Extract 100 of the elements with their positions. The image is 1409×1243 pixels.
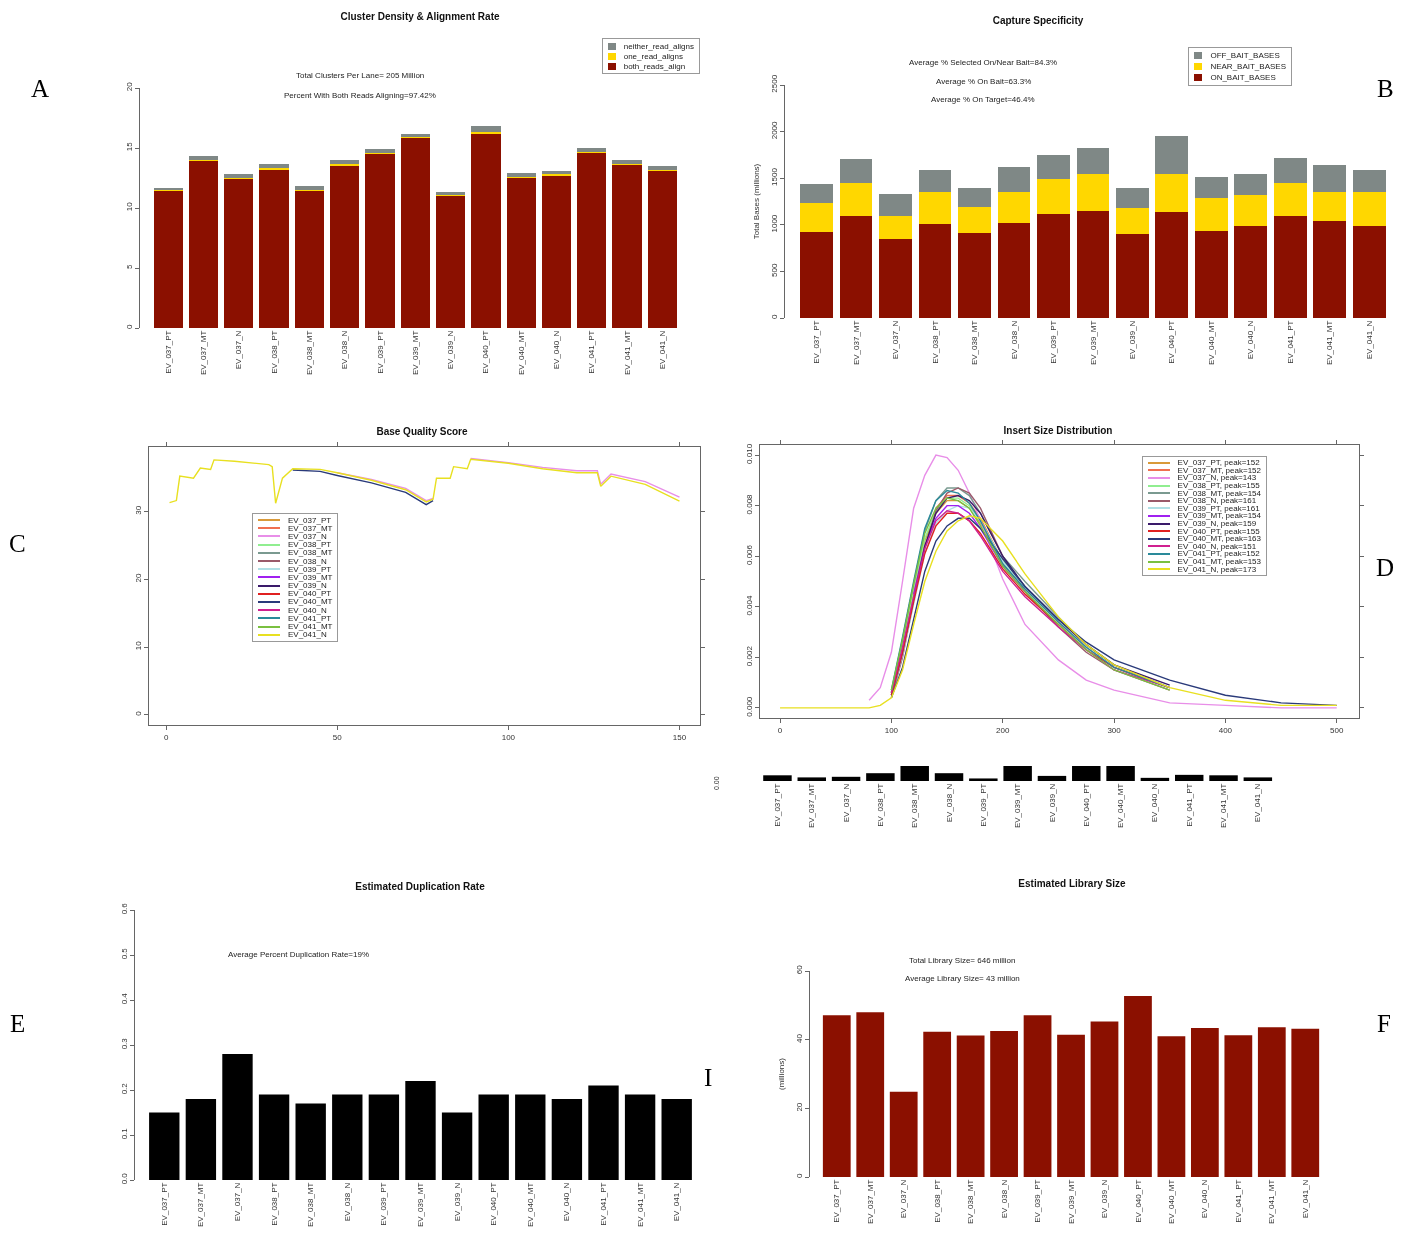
x-tick-label: EV_037_MT bbox=[199, 330, 209, 376]
x-tick-label: EV_041_PT bbox=[1233, 1179, 1243, 1223]
legend-label: neither_read_aligns bbox=[623, 41, 694, 51]
x-tick-label: EV_038_MT bbox=[970, 320, 980, 366]
y-tick-label: 60 bbox=[794, 964, 804, 975]
chart-title: Capture Specificity bbox=[992, 14, 1084, 26]
legend-label: EV_041_MT, peak=153 bbox=[1177, 557, 1261, 567]
chart-title: Insert Size Distribution bbox=[1003, 424, 1113, 436]
chart-title: Estimated Library Size bbox=[1018, 877, 1127, 889]
x-tick-label: 500 bbox=[1330, 725, 1344, 735]
x-tick-label: EV_038_MT bbox=[966, 1179, 976, 1225]
y-tick-label: 10 bbox=[124, 201, 134, 212]
legend-label: ON_BAIT_BASES bbox=[1210, 73, 1276, 82]
y-tick-label: 0.002 bbox=[744, 645, 754, 667]
y-tick-label: 40 bbox=[794, 1033, 804, 1043]
text: Total Clusters Per Lane= 205 Million bbox=[296, 71, 425, 80]
x-tick-label: EV_040_N bbox=[1246, 320, 1256, 360]
x-tick-label: EV_039_PT bbox=[1049, 320, 1059, 364]
x-tick-label: EV_040_PT bbox=[1081, 783, 1091, 827]
x-tick-label: EV_040_PT bbox=[1167, 320, 1177, 364]
x-tick-label: EV_041_MT bbox=[1267, 1179, 1277, 1225]
x-tick-label: EV_037_MT bbox=[807, 783, 817, 829]
legend-label: EV_037_MT bbox=[288, 523, 333, 533]
x-tick-label: EV_039_MT bbox=[410, 330, 420, 376]
x-tick-label: EV_038_PT bbox=[269, 330, 279, 374]
y-tick-label: 0.008 bbox=[744, 493, 754, 515]
x-tick-label: EV_038_PT bbox=[875, 783, 885, 827]
x-tick-label: EV_038_N bbox=[944, 783, 954, 823]
y-axis-title: Total Bases (millions) bbox=[752, 163, 762, 240]
x-tick-label: EV_037_PT bbox=[163, 330, 173, 374]
x-tick-label: EV_040_N bbox=[552, 330, 562, 370]
legend-label: EV_040_PT bbox=[288, 589, 332, 599]
x-tick-label: EV_039_MT bbox=[1066, 1179, 1076, 1225]
x-tick-label: EV_037_N bbox=[899, 1179, 909, 1219]
x-tick-label: EV_038_MT bbox=[910, 783, 920, 829]
y-tick-label: 10 bbox=[133, 640, 143, 651]
x-tick-label: EV_037_PT bbox=[159, 1182, 169, 1226]
legend-label: EV_040_MT bbox=[288, 597, 333, 607]
chart-title: Estimated Duplication Rate bbox=[355, 880, 486, 892]
x-tick-label: EV_040_MT bbox=[516, 330, 526, 376]
x-tick-label: EV_038_N bbox=[1009, 320, 1019, 360]
y-tick-label: 500 bbox=[769, 262, 779, 277]
x-tick-label: EV_040_N bbox=[562, 1182, 572, 1222]
x-tick-label: EV_037_N bbox=[233, 1182, 243, 1222]
text: Average % Selected On/Near Bait=84.3% bbox=[909, 58, 1058, 67]
x-tick-label: EV_039_MT bbox=[1013, 783, 1023, 829]
annotation: Average % On Target=46.4% bbox=[931, 95, 1035, 104]
text: D bbox=[1376, 554, 1395, 581]
x-tick-label: EV_040_N bbox=[1200, 1179, 1210, 1219]
y-tick-label: 0.6 bbox=[119, 902, 129, 915]
y-tick-label: 0.3 bbox=[119, 1037, 129, 1050]
x-tick-label: EV_038_PT bbox=[932, 1179, 942, 1223]
x-tick-label: EV_040_N bbox=[1150, 783, 1160, 823]
text: F bbox=[1377, 1010, 1391, 1037]
legend-label: EV_037_PT, peak=152 bbox=[1177, 458, 1260, 468]
annotation: Average Library Size= 43 million bbox=[905, 974, 1020, 983]
legend-label: one_read_aligns bbox=[623, 51, 683, 61]
x-tick-label: EV_037_MT bbox=[865, 1179, 875, 1225]
y-tick-label: 0.004 bbox=[744, 595, 754, 616]
x-tick-label: EV_040_PT bbox=[489, 1182, 499, 1226]
x-tick-label: EV_037_PT bbox=[832, 1179, 842, 1223]
y-tick-label: 5 bbox=[124, 264, 134, 270]
legend-label: EV_039_MT bbox=[288, 572, 333, 582]
legend-label: EV_041_PT bbox=[288, 613, 332, 623]
x-tick-label: EV_038_PT bbox=[930, 320, 940, 364]
legend-label: NEAR_BAIT_BASES bbox=[1210, 62, 1286, 71]
text: E bbox=[10, 1010, 26, 1037]
y-tick-label: 0 bbox=[794, 1173, 804, 1179]
x-tick-label: EV_041_PT bbox=[1184, 783, 1194, 827]
x-tick-label: EV_041_MT bbox=[622, 330, 632, 376]
x-tick-label: EV_041_MT bbox=[635, 1182, 645, 1228]
y-tick-label: 0.000 bbox=[744, 696, 754, 717]
x-tick-label: EV_040_PT bbox=[481, 330, 491, 374]
x-tick-label: 0 bbox=[163, 732, 169, 742]
y-tick-label: 0.006 bbox=[744, 544, 754, 566]
x-tick-label: EV_039_PT bbox=[379, 1182, 389, 1226]
x-tick-label: EV_038_MT bbox=[306, 1182, 316, 1228]
x-tick-label: 100 bbox=[501, 732, 516, 742]
x-tick-label: EV_041_MT bbox=[1325, 320, 1335, 366]
y-tick-label: 20 bbox=[124, 81, 134, 92]
y-tick-label: 20 bbox=[794, 1102, 804, 1112]
x-tick-label: EV_037_MT bbox=[851, 320, 861, 366]
x-tick-label: EV_037_N bbox=[234, 330, 244, 370]
x-tick-label: 50 bbox=[332, 732, 343, 742]
text: Total Library Size= 646 million bbox=[909, 956, 1016, 965]
x-tick-label: EV_039_N bbox=[1128, 320, 1137, 360]
y-tick-label: 0.4 bbox=[119, 992, 129, 1005]
text: C bbox=[9, 530, 26, 557]
x-tick-label: EV_041_N bbox=[657, 330, 667, 370]
y-tick-label: 0 bbox=[133, 710, 143, 716]
x-tick-label: EV_037_MT bbox=[196, 1182, 206, 1228]
y-tick-label: 1000 bbox=[769, 214, 779, 233]
text: A bbox=[31, 75, 50, 102]
x-tick-label: EV_041_N bbox=[1300, 1179, 1310, 1219]
x-tick-label: EV_041_N bbox=[672, 1182, 682, 1222]
x-tick-label: EV_041_N bbox=[1364, 320, 1374, 360]
x-tick-label: EV_041_PT bbox=[1285, 320, 1295, 364]
x-tick-label: EV_040_MT bbox=[1167, 1179, 1177, 1225]
legend-label: OFF_BAIT_BASES bbox=[1210, 51, 1280, 60]
x-tick-label: 150 bbox=[672, 732, 687, 742]
